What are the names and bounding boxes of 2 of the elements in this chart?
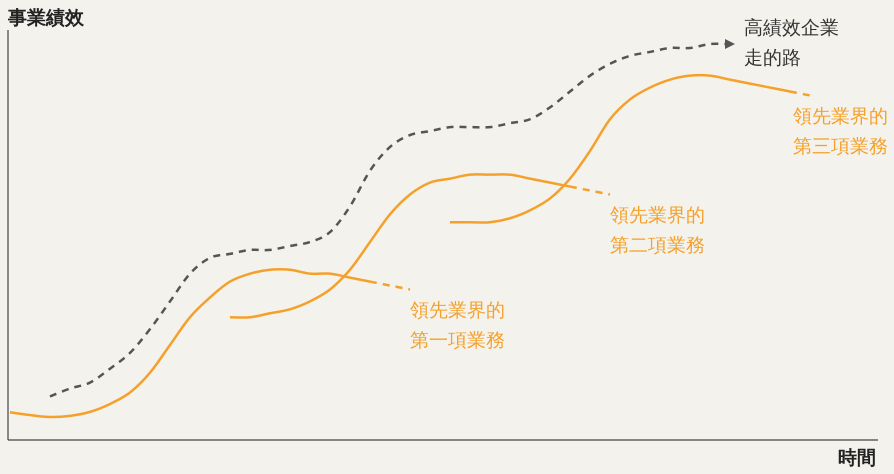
x-axis-title: 時間 [838,447,876,469]
y-axis-title: 事業績效 [7,7,85,29]
